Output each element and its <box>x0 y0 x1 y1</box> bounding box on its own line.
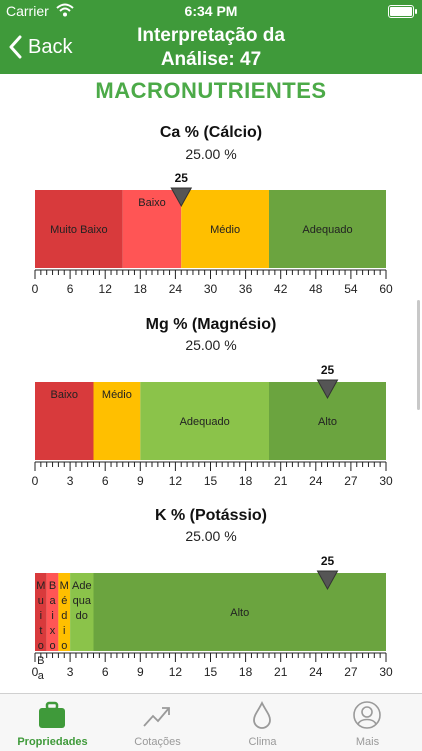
marker-triangle <box>316 570 339 591</box>
range-label: Alto <box>230 607 249 619</box>
tick-label: 18 <box>134 282 148 296</box>
tick-label: 27 <box>344 474 358 488</box>
range-1 <box>122 190 182 268</box>
marker-triangle <box>316 379 339 400</box>
chart-title-calcio: Ca % (Cálcio) <box>159 124 263 141</box>
tick-label: 3 <box>67 665 74 679</box>
tick-label: 9 <box>137 474 144 488</box>
tick-label: 24 <box>169 282 183 296</box>
status-time: 6:34 PM <box>184 3 238 19</box>
range-label: Muito Baixo <box>50 224 107 236</box>
tick-label: 6 <box>102 665 109 679</box>
tab-cotacoes[interactable]: Cotações <box>105 694 210 751</box>
chart-value-calcio: 25.00 % <box>185 146 237 162</box>
tab-clima[interactable]: Clima <box>210 694 315 751</box>
tick-label: 12 <box>99 282 113 296</box>
tick-label: 54 <box>344 282 358 296</box>
range-label: Alto <box>318 416 337 428</box>
status-bar: Carrier 6:34 PM <box>0 0 422 22</box>
chevron-left-icon <box>9 35 22 59</box>
tab-mais[interactable]: Mais <box>315 694 420 751</box>
range-2 <box>181 190 269 268</box>
range-label: Baixo <box>138 197 166 209</box>
user-icon <box>353 701 381 729</box>
chart-title-magnesio: Mg % (Magnésio) <box>145 316 277 333</box>
tab-label: Cotações <box>134 736 181 748</box>
tick-label: 18 <box>239 665 253 679</box>
tick-label: 27 <box>344 665 358 679</box>
chart-title-potassio: K % (Potássio) <box>154 507 267 524</box>
tick-label: 15 <box>204 665 218 679</box>
tick-label: 21 <box>274 665 288 679</box>
tick-label: 12 <box>169 474 183 488</box>
range-2 <box>58 573 71 651</box>
tab-label: Mais <box>355 736 380 748</box>
navigation-bar: Back Interpretação da Análise: 47 <box>0 22 422 74</box>
range-label: Médio <box>210 224 240 236</box>
range-2 <box>140 382 269 460</box>
back-button[interactable]: Back <box>8 32 72 62</box>
tick-label: 60 <box>379 282 393 296</box>
range-3 <box>70 573 94 651</box>
tick-label: 6 <box>102 474 109 488</box>
page-title: Interpretação da Análise: 47 <box>137 25 285 70</box>
chart-value-magnesio: 25.00 % <box>185 337 237 353</box>
chart-value-potassio: 25.00 % <box>185 528 237 544</box>
tick-label: 24 <box>309 474 323 488</box>
tick-label: 30 <box>379 474 393 488</box>
tick-label: 0 <box>32 282 39 296</box>
tick-label: 3 <box>67 474 74 488</box>
tick-label: 12 <box>169 665 183 679</box>
tab-bar: Propriedades Cotações Clima Mais <box>0 693 422 751</box>
battery-icon <box>388 5 417 18</box>
tab-propriedades[interactable]: Propriedades <box>0 694 105 751</box>
tick-label: 36 <box>239 282 253 296</box>
tick-label: 42 <box>274 282 288 296</box>
range-1 <box>46 573 59 651</box>
range-4 <box>93 573 386 651</box>
wifi-icon <box>56 3 74 20</box>
drop-icon <box>253 700 271 729</box>
scrollbar[interactable] <box>417 300 420 410</box>
tick-label: 48 <box>309 282 323 296</box>
range-label: Adequado <box>302 224 352 236</box>
range-0 <box>35 382 94 460</box>
chart-magnesio: Baixo Médio Adequado Alto 25 0 3 6 9 12 15 18 21 24 27… <box>32 363 393 488</box>
range-label: Médio <box>102 389 132 401</box>
tick-label: 24 <box>309 665 323 679</box>
tab-label: Clima <box>248 736 277 748</box>
range-label: Baixo <box>50 389 78 401</box>
tick-label: 21 <box>274 474 288 488</box>
range-1 <box>93 382 141 460</box>
tick-label: 18 <box>239 474 253 488</box>
marker-label: 25 <box>321 363 335 377</box>
section-title: MACRONUTRIENTES <box>95 78 327 103</box>
range-label: Adequado <box>180 416 230 428</box>
tick-label: 9 <box>137 665 144 679</box>
tick-label: 0 <box>32 474 39 488</box>
tick-label: 15 <box>204 474 218 488</box>
range-3 <box>269 190 386 268</box>
tick-label: 0 <box>32 665 39 679</box>
tick-label: 6 <box>67 282 74 296</box>
range-0 <box>35 190 123 268</box>
tab-label: Propriedades <box>17 736 88 748</box>
chart-calcio: Muito Baixo Baixo Médio Adequado 25 0 6 12 18 24 3… <box>32 171 393 296</box>
tick-label: 30 <box>379 665 393 679</box>
carrier-label: Carrier <box>6 3 49 19</box>
marker-label: 25 <box>175 171 189 185</box>
trending-icon <box>143 707 170 727</box>
briefcase-icon <box>39 701 65 728</box>
back-label: Back <box>28 35 73 58</box>
marker-triangle <box>170 187 193 208</box>
tick-label: 30 <box>204 282 218 296</box>
range-0 <box>35 573 47 651</box>
marker-label: 25 <box>321 554 335 568</box>
